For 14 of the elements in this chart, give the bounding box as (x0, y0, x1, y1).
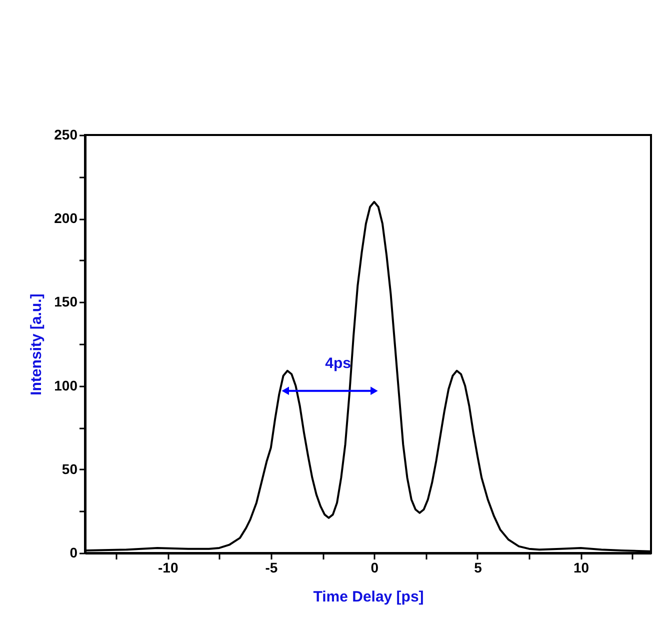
x-tick-label: -10 (158, 560, 178, 576)
y-tick-label: 50 (62, 460, 78, 477)
y-tick-label: 250 (54, 126, 78, 142)
x-tick-label: 5 (474, 560, 482, 576)
y-tick-label: 150 (54, 294, 78, 310)
y-tick-label: 200 (54, 210, 78, 226)
x-tick-label: -5 (265, 560, 278, 576)
annotation: 4ps (325, 354, 351, 372)
y-axis-title: Intensity [a.u.] (28, 294, 46, 396)
x-tick-label: 0 (370, 560, 379, 576)
y-tick-label: 100 (54, 377, 78, 394)
x-axis-title: Time Delay [ps] (313, 588, 424, 606)
x-tick-label: 10 (573, 560, 590, 576)
y-tick-label: 0 (70, 544, 78, 560)
